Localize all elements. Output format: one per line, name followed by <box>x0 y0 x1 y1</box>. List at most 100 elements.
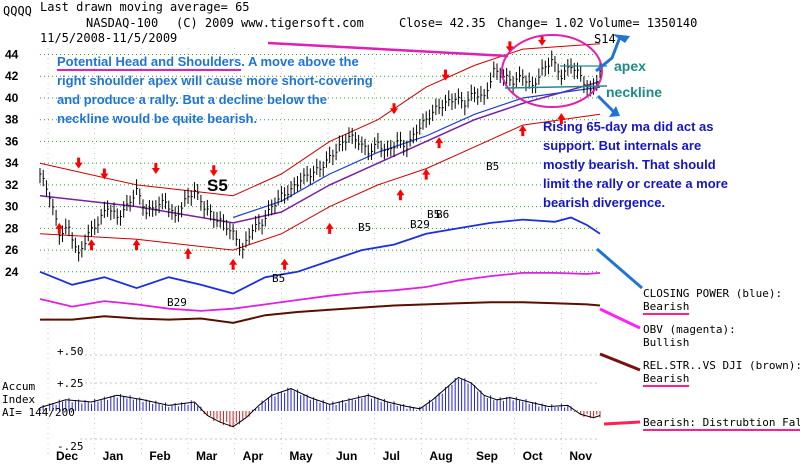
obv-status: Bullish <box>643 336 690 349</box>
buy-arrow-1 <box>87 239 96 251</box>
buy-arrow-5 <box>325 222 334 234</box>
head-shoulders-title: Potential Head and Shoulders <box>57 54 242 71</box>
x-tick-Nov: Nov <box>569 449 592 463</box>
signal-b5-3: B5 <box>272 272 285 285</box>
ma-blue-line <box>232 86 601 219</box>
y-tick-24: 24 <box>5 265 19 279</box>
y-tick-42: 42 <box>5 69 19 83</box>
x-tick-Dec: Dec <box>56 449 78 463</box>
closing-power-line <box>39 216 601 295</box>
date-range: 11/5/2008-11/5/2009 <box>40 31 178 45</box>
accum-ma-line <box>39 376 601 428</box>
annotation-graphics <box>267 34 643 426</box>
accum-title2: Index <box>2 393 36 406</box>
obv-pointer <box>599 307 641 330</box>
neckline-label: neckline <box>606 84 663 100</box>
x-tick-Aug: Aug <box>429 449 452 463</box>
pink-trend-line <box>267 41 509 58</box>
s5-signal: S5 <box>207 176 228 195</box>
y-tick-36: 36 <box>5 134 19 148</box>
sell-arrow-7 <box>538 34 547 46</box>
support-line1: Rising 65-day ma did act as <box>543 119 714 134</box>
accum-pointer <box>603 420 641 426</box>
x-tick-Feb: Feb <box>149 449 170 463</box>
support-line4: limit the rally or create a more <box>543 176 728 191</box>
support-line2: support. But internals are <box>543 138 702 153</box>
closing-power-pointer <box>596 247 643 290</box>
ticker-label: QQQQ <box>3 4 32 18</box>
relstr-line <box>40 301 601 324</box>
x-tick-Jun: Jun <box>336 449 357 463</box>
pattern-circle <box>501 34 603 108</box>
support-line5: bearish divergence. <box>543 195 666 210</box>
closing-power-name: CLOSING POWER (blue): <box>643 287 783 300</box>
up-arrow-head <box>612 34 630 43</box>
down-arrow-head <box>609 106 620 117</box>
x-tick-Mar: Mar <box>196 449 218 463</box>
x-tick-Jan: Jan <box>103 449 124 463</box>
y-tick-38: 38 <box>5 113 19 127</box>
index-name: NASDAQ-100 <box>86 16 159 30</box>
sell-arrow-5 <box>441 69 450 81</box>
sell-arrow-1 <box>100 168 109 180</box>
obv-name: OBV (magenta): <box>643 323 736 336</box>
series-layer <box>39 43 602 428</box>
sell-arrow-6 <box>505 41 514 53</box>
down-arrow-line <box>596 94 616 114</box>
accum-level-m25: -.25 <box>57 440 84 453</box>
lower-band-line <box>39 113 601 251</box>
y-tick-30: 30 <box>5 200 19 214</box>
volume-value: Volume= 1350140 <box>589 16 698 30</box>
x-tick-May: May <box>289 449 313 463</box>
buy-arrow-8 <box>518 125 527 137</box>
signal-b5-2: B5 <box>486 160 499 173</box>
up-arrow-line <box>595 36 622 73</box>
sell-arrow-3 <box>209 165 218 177</box>
neckline-line <box>504 85 608 89</box>
accum-level-p25: +.25 <box>57 377 84 390</box>
copyright: (C) 2009 www.tigersoft.com <box>176 16 364 30</box>
buy-arrow-2 <box>132 239 141 251</box>
obv-line <box>39 272 601 312</box>
signal-b29-1: B29 <box>410 218 430 231</box>
support-note: Rising 65-day ma did act as support. But… <box>543 117 783 212</box>
buy-arrow-0 <box>55 222 64 234</box>
sell-arrow-4 <box>390 103 399 115</box>
signal-b5-4: B5 <box>427 208 440 221</box>
y-tick-40: 40 <box>5 91 19 105</box>
head-shoulders-note: Potential Head and Shoulders. A move abo… <box>57 52 417 128</box>
sell-arrow-2 <box>151 163 160 175</box>
accum-level-p50: +.50 <box>57 345 84 358</box>
buy-arrow-9 <box>557 113 566 125</box>
ma-label: Last drawn moving average= 65 <box>40 0 250 14</box>
buy-arrow-3 <box>184 247 193 259</box>
x-tick-Sep: Sep <box>476 449 498 463</box>
buy-arrow-11 <box>280 258 289 270</box>
buy-arrow-6 <box>396 189 405 201</box>
ma65-line <box>39 80 601 224</box>
x-tick-Apr: Apr <box>243 449 264 463</box>
accum-ai: AI= 144/200 <box>2 406 75 419</box>
support-line3: mostly bearish. That should <box>543 157 716 172</box>
y-tick-28: 28 <box>5 221 19 235</box>
buy-arrow-4 <box>229 258 238 270</box>
accum-status: Bearish: Distrubtion Falling. <box>643 416 800 431</box>
change-value: Change= 1.02 <box>497 16 584 30</box>
closing-power-status: Bearish <box>643 300 690 315</box>
buy-arrow-10 <box>435 137 444 149</box>
s14-signal: S14 <box>594 32 616 46</box>
y-tick-34: 34 <box>5 156 19 170</box>
y-tick-44: 44 <box>5 48 19 62</box>
y-tick-32: 32 <box>5 178 19 192</box>
relstr-name: REL.STR..VS DJI (brown): <box>643 359 800 372</box>
relstr-status: Bearish <box>643 372 690 387</box>
relstr-pointer <box>599 352 641 372</box>
signal-b29-2: B29 <box>167 296 187 309</box>
sell-arrow-0 <box>74 157 83 169</box>
head-shoulders-line2: right shoulder apex will cause more shor… <box>57 73 373 88</box>
head-shoulders-line1: . A move above the <box>241 54 359 69</box>
signal-b6: B6 <box>436 208 449 221</box>
